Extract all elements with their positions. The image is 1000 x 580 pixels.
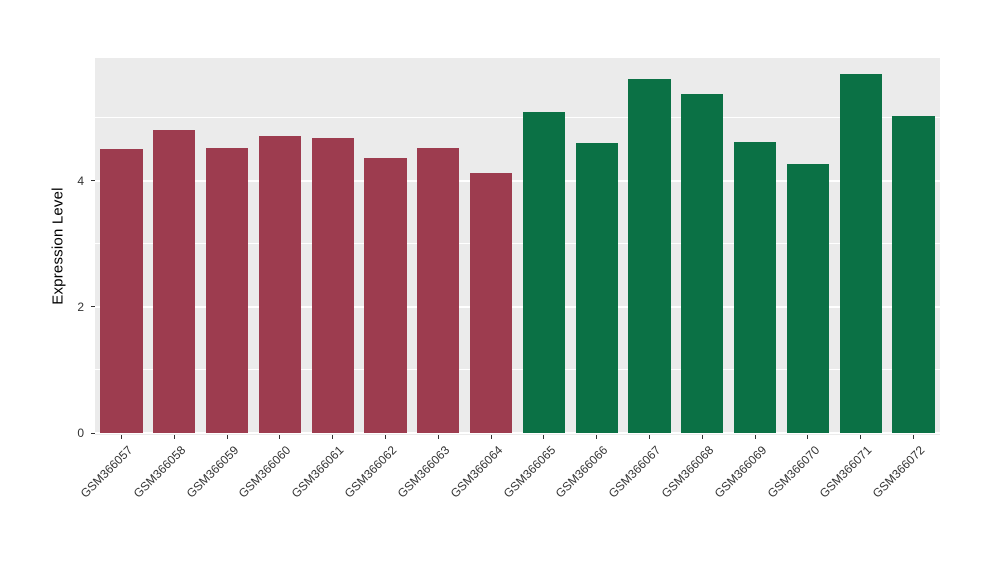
x-tick-label: GSM366064 <box>447 443 505 501</box>
gridline-major <box>95 305 940 308</box>
x-axis-tick <box>384 435 386 439</box>
y-axis-tick <box>91 306 95 308</box>
gridline-minor <box>95 243 940 245</box>
x-tick-label: GSM366063 <box>394 443 453 501</box>
x-axis-tick <box>543 435 545 439</box>
x-tick-label: GSM366071 <box>817 443 875 501</box>
x-tick-label: GSM366060 <box>236 443 294 501</box>
x-tick-label: GSM366061 <box>289 443 347 501</box>
x-tick-label: GSM366070 <box>764 443 822 501</box>
bar <box>839 73 882 433</box>
x-axis-tick <box>490 435 492 439</box>
gridline-major <box>95 432 940 434</box>
x-axis-tick <box>754 435 756 439</box>
x-axis-tick <box>807 435 809 439</box>
x-axis-tick <box>332 435 334 439</box>
x-tick-label: GSM366062 <box>341 443 400 501</box>
x-tick-label: GSM366058 <box>130 443 189 501</box>
x-tick-label: GSM366059 <box>183 443 241 501</box>
x-axis-tick <box>860 435 862 439</box>
bar <box>469 173 513 433</box>
y-axis-tick <box>91 432 95 434</box>
x-tick-label: GSM366066 <box>553 443 611 501</box>
bar <box>311 138 354 433</box>
x-axis-tick <box>596 435 598 439</box>
y-axis-title: Expression Level <box>49 187 67 305</box>
bar <box>258 135 301 433</box>
bar <box>205 148 249 433</box>
x-axis-tick <box>913 435 915 439</box>
x-axis-tick <box>649 435 651 439</box>
bar <box>786 163 830 433</box>
gridline-minor <box>95 117 940 119</box>
bar <box>628 78 671 433</box>
x-tick-label: GSM366068 <box>658 443 717 501</box>
bar <box>417 148 460 433</box>
bar <box>734 141 777 433</box>
x-tick-label: GSM366072 <box>869 443 928 501</box>
y-tick-label: 2 <box>77 299 84 314</box>
x-tick-label: GSM366065 <box>500 443 558 501</box>
plot-panel <box>95 58 940 435</box>
x-tick-label: GSM366069 <box>711 443 770 501</box>
x-tick-label: GSM366057 <box>77 443 136 501</box>
x-axis-tick <box>120 435 122 439</box>
x-axis-tick <box>279 435 281 439</box>
bar <box>892 115 935 433</box>
y-tick-label: 4 <box>77 173 84 188</box>
gridline-major <box>95 179 940 182</box>
bar <box>153 130 196 433</box>
gridline-minor <box>95 369 940 371</box>
bar <box>575 143 618 433</box>
x-axis-tick <box>701 435 703 439</box>
x-axis-tick <box>437 435 439 439</box>
bar <box>100 149 143 433</box>
bar <box>681 93 724 433</box>
y-axis-tick <box>91 180 95 182</box>
x-tick-label: GSM366067 <box>605 443 664 501</box>
x-axis-tick <box>226 435 228 439</box>
y-tick-label: 0 <box>77 426 84 440</box>
x-axis-tick <box>173 435 175 439</box>
bar <box>522 111 566 433</box>
bar <box>364 157 407 433</box>
